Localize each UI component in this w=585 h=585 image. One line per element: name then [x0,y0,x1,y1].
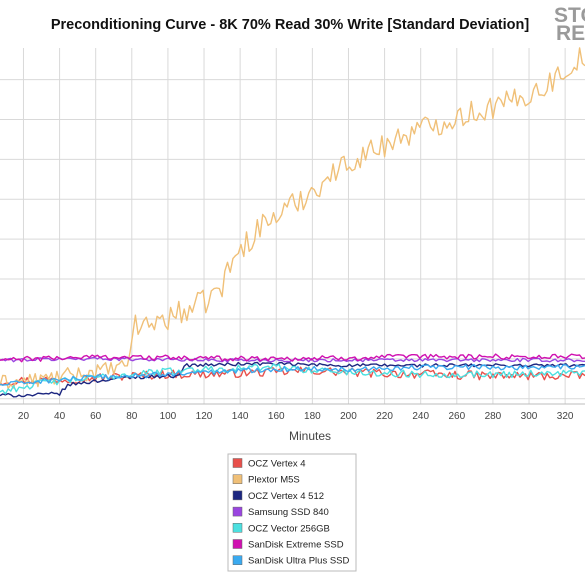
x-tick-label: 120 [196,411,213,422]
legend-label: SanDisk Ultra Plus SSD [248,556,350,567]
series-line-5 [0,353,585,363]
x-tick-label: 260 [448,411,465,422]
legend-box [227,453,357,572]
x-axis-label: Minutes [289,429,331,443]
series-line-4 [0,363,585,395]
legend-swatch [232,539,243,549]
site-logo: STO RE [554,4,585,45]
x-tick-label: 40 [54,411,66,422]
legend-swatch [232,458,243,468]
chart-title: Preconditioning Curve - 8K 70% Read 30% … [51,17,530,33]
x-tick-label: 200 [340,411,357,422]
legend-swatch [232,506,243,517]
x-tick-label: 160 [268,411,285,422]
x-tick-label: 80 [126,411,138,422]
legend-swatch [232,555,243,565]
legend-swatch [232,474,243,484]
series-lines [0,47,585,398]
x-tick-label: 180 [304,411,321,422]
logo-line-1: STO [554,4,585,27]
x-tick-label: 320 [557,411,574,422]
series-line-2 [0,361,585,398]
x-tick-label: 140 [232,411,249,422]
x-tick-label: 300 [521,411,538,422]
legend: OCZ Vertex 4 Plextor M5S OCZ Vertex 4 512 S… [232,458,350,567]
legend-swatch [232,490,243,501]
legend-label: SanDisk Extreme SSD [248,540,344,551]
x-tick-label: 60 [90,411,102,422]
legend-label: OCZ Vector 256GB [248,523,330,534]
legend-label: Samsung SSD 840 [248,507,329,518]
legend-label: OCZ Vertex 4 512 [248,491,324,502]
logo-line-2: RE [556,22,585,45]
series-line-1 [0,47,585,390]
x-tick-label: 280 [485,411,502,422]
x-axis-ticks: 20 40 60 80 100 120 140 160 180 200 220 240 260 280 30… [18,411,574,422]
x-tick-label: 240 [412,411,429,422]
legend-label: OCZ Vertex 4 [248,459,306,470]
x-tick-label: 20 [18,411,30,422]
x-tick-label: 220 [376,411,393,422]
x-tick-label: 100 [160,411,177,422]
legend-label: Plextor M5S [248,475,300,486]
legend-swatch [232,523,243,533]
series-line-6 [0,363,585,386]
